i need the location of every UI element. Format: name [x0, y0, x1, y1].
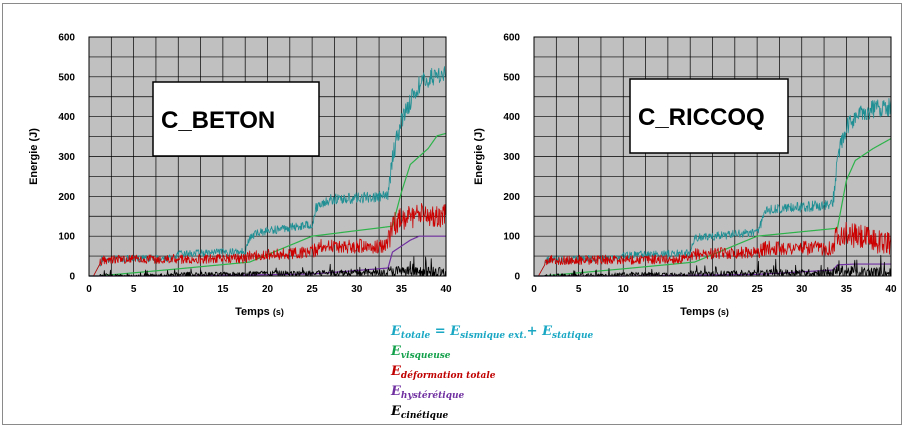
y-tick-label: 200: [503, 192, 520, 203]
x-tick-label: 20: [262, 284, 274, 295]
y-axis-title: Energie (J): [473, 128, 485, 185]
x-tick-label: 25: [307, 284, 319, 295]
y-tick-label: 500: [58, 72, 75, 83]
x-tick-label: 35: [396, 284, 408, 295]
series-line-deformation: [534, 221, 892, 277]
y-tick-label: 200: [58, 192, 75, 203]
label-box-text: C_BETON: [161, 107, 275, 134]
legend-subscript: cinétique: [400, 411, 449, 421]
x-tick-label: 30: [351, 284, 363, 295]
plot-border: [533, 36, 892, 277]
legend-entry-totale: Etotale = Esismique ext.+ Estatique: [391, 322, 691, 342]
x-axis-title: Temps (s): [680, 306, 729, 318]
legend: Etotale = Esismique ext.+ Estatique Evisq…: [391, 322, 691, 422]
legend-subscript: hystérétique: [400, 391, 465, 401]
y-tick-label: 0: [514, 272, 520, 283]
x-tick-label: 30: [796, 284, 808, 295]
x-tick-label: 10: [618, 284, 630, 295]
x-tick-label: 40: [440, 284, 452, 295]
y-axis-title: Energie (J): [28, 128, 40, 185]
legend-text: =: [430, 324, 451, 339]
x-tick-label: 25: [752, 284, 764, 295]
legend-entry-deformation: Edéformation totale: [391, 362, 691, 382]
x-tick-label: 0: [86, 284, 92, 295]
legend-subscript: sismique ext.: [460, 331, 527, 341]
legend-entry-cinetique: Ecinétique: [391, 402, 691, 422]
legend-text: E: [391, 324, 401, 339]
series-line-deformation: [89, 202, 447, 277]
y-tick-label: 300: [58, 152, 75, 163]
legend-text: E: [391, 404, 401, 419]
series-line-totale: [89, 66, 447, 277]
x-tick-label: 40: [885, 284, 897, 295]
legend-text: E: [542, 324, 553, 339]
x-axis-title: Temps (s): [235, 306, 284, 318]
legend-text: E: [450, 324, 461, 339]
legend-text: +: [526, 324, 543, 339]
y-tick-label: 300: [503, 152, 520, 163]
y-tick-label: 600: [503, 33, 520, 44]
figure-frame: 0 100 200 300 400 500 600 0 5 10 15 20 25 30 35 40 Temps…: [2, 3, 902, 425]
x-tick-label: 5: [131, 284, 137, 295]
y-tick-label: 600: [58, 33, 75, 44]
y-tick-label: 400: [503, 112, 520, 123]
x-tick-label: 20: [707, 284, 719, 295]
x-tick-label: 35: [841, 284, 853, 295]
y-tick-label: 400: [58, 112, 75, 123]
legend-entry-visqueuse: Evisqueuse: [391, 342, 691, 362]
legend-subscript: déformation totale: [400, 371, 496, 381]
legend-subscript: visqueuse: [400, 351, 451, 361]
y-tick-label: 100: [58, 232, 75, 243]
chart-c-riccoq: 0 100 200 300 400 500 600 0 5 10 15 20 25 30 35 40 Temps…: [473, 33, 897, 319]
legend-subscript: totale: [400, 331, 431, 341]
label-box: [152, 81, 320, 157]
legend-text: E: [391, 384, 401, 399]
chart-c-beton: 0 100 200 300 400 500 600 0 5 10 15 20 25 30 35 40 Temps…: [28, 33, 452, 319]
legend-text: E: [391, 364, 401, 379]
y-tick-label: 0: [69, 272, 75, 283]
y-tick-label: 500: [503, 72, 520, 83]
series-line-cinetique: [89, 256, 447, 277]
legend-entry-hysteretique: Ehystérétique: [391, 382, 691, 402]
y-tick-label: 100: [503, 232, 520, 243]
x-tick-label: 15: [217, 284, 229, 295]
label-box: [629, 78, 789, 154]
x-tick-label: 10: [173, 284, 185, 295]
label-box-text: C_RICCOQ: [638, 104, 765, 131]
legend-subscript: statique: [552, 331, 594, 341]
legend-text: E: [391, 344, 401, 359]
plot-border: [88, 36, 447, 277]
x-tick-label: 15: [662, 284, 674, 295]
x-tick-label: 5: [576, 284, 582, 295]
x-tick-label: 0: [531, 284, 537, 295]
